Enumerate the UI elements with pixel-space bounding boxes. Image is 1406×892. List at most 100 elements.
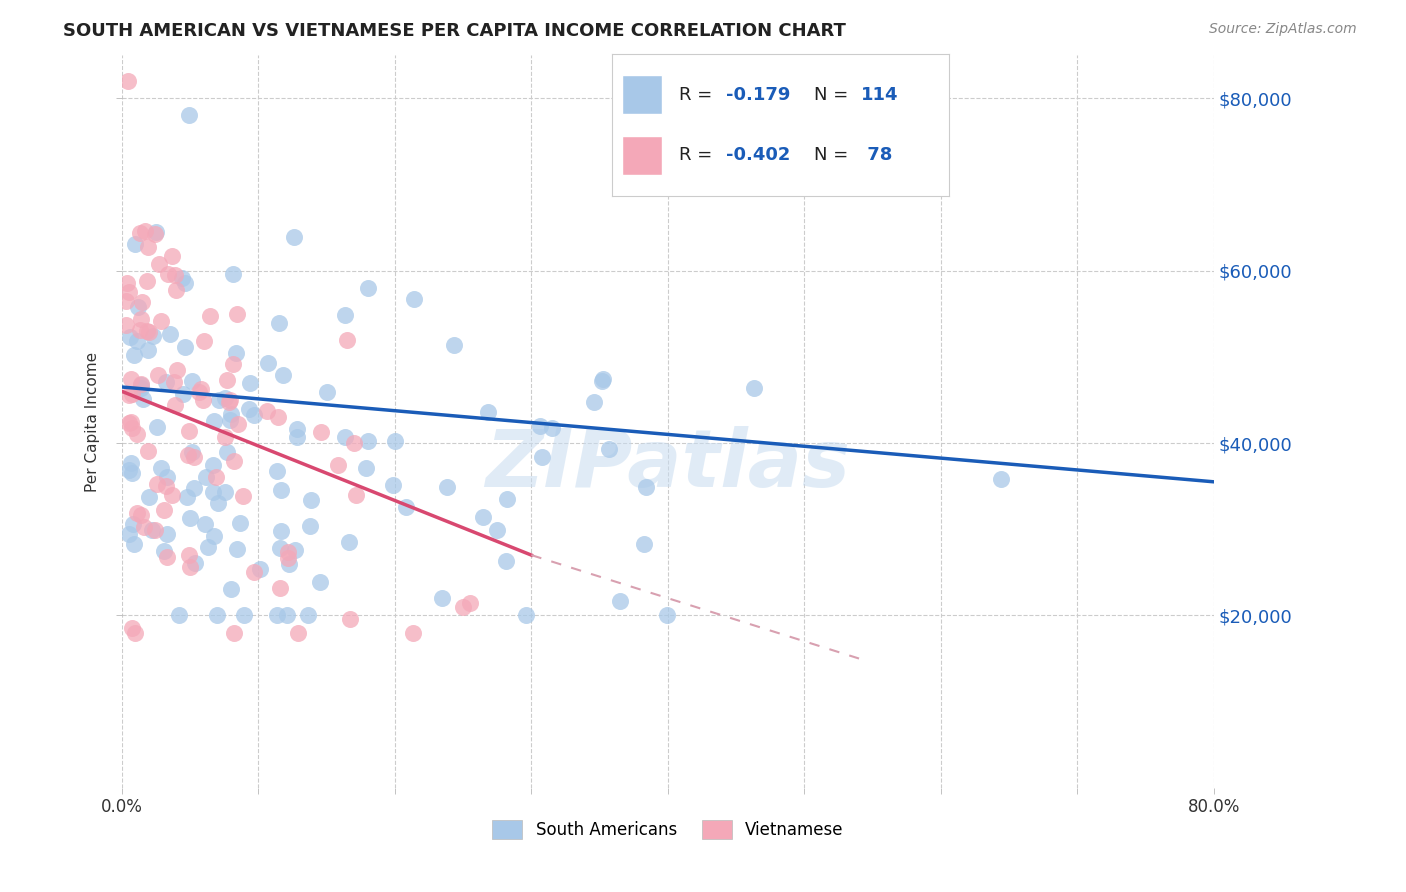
Point	[381, 478, 404, 492]
Point	[121, 387, 143, 401]
Point	[156, 526, 179, 541]
Point	[125, 507, 148, 521]
Point	[121, 621, 143, 635]
Point	[205, 470, 228, 484]
Point	[218, 394, 240, 409]
Point	[138, 343, 160, 357]
Point	[239, 376, 262, 390]
Point	[184, 556, 207, 570]
Point	[486, 523, 509, 537]
Point	[238, 401, 260, 416]
Point	[160, 488, 183, 502]
Point	[176, 490, 198, 504]
Point	[136, 240, 159, 254]
Point	[122, 537, 145, 551]
Point	[125, 334, 148, 348]
Point	[219, 413, 242, 427]
Point	[165, 398, 187, 412]
Point	[222, 625, 245, 640]
Point	[143, 227, 166, 241]
Point	[194, 516, 217, 531]
Point	[384, 434, 406, 448]
Point	[226, 417, 249, 431]
Point	[598, 442, 620, 457]
Point	[267, 409, 290, 424]
Point	[354, 460, 377, 475]
Point	[145, 225, 167, 239]
Point	[333, 308, 356, 322]
Point	[270, 524, 292, 539]
Point	[166, 363, 188, 377]
Point	[117, 285, 139, 299]
Point	[496, 491, 519, 506]
Point	[256, 356, 278, 370]
Point	[283, 230, 305, 244]
Point	[129, 381, 152, 395]
Point	[309, 574, 332, 589]
Point	[655, 608, 678, 623]
Point	[149, 314, 172, 328]
Point	[183, 450, 205, 464]
Point	[118, 416, 141, 430]
Text: SOUTH AMERICAN VS VIETNAMESE PER CAPITA INCOME CORRELATION CHART: SOUTH AMERICAN VS VIETNAMESE PER CAPITA …	[63, 22, 846, 40]
Point	[277, 550, 299, 565]
Point	[193, 334, 215, 348]
Point	[177, 424, 200, 438]
Point	[232, 489, 254, 503]
Point	[120, 415, 142, 429]
Point	[138, 325, 160, 339]
Point	[121, 466, 143, 480]
Point	[242, 565, 264, 579]
Point	[155, 479, 177, 493]
Point	[202, 414, 225, 428]
Point	[197, 540, 219, 554]
Point	[222, 267, 245, 281]
Point	[131, 377, 153, 392]
Point	[583, 395, 606, 409]
Point	[634, 480, 657, 494]
Point	[131, 294, 153, 309]
Point	[222, 454, 245, 468]
Point	[278, 558, 301, 572]
Point	[180, 445, 202, 459]
Point	[159, 327, 181, 342]
Point	[515, 608, 537, 623]
Point	[177, 448, 200, 462]
Point	[165, 283, 187, 297]
Point	[149, 461, 172, 475]
Point	[202, 529, 225, 543]
Point	[201, 485, 224, 500]
Text: ZIPatlas: ZIPatlas	[485, 426, 851, 505]
Point	[200, 309, 222, 323]
Point	[205, 608, 228, 623]
Point	[744, 381, 766, 395]
Point	[170, 271, 193, 285]
Point	[181, 374, 204, 388]
Point	[477, 405, 499, 419]
Point	[129, 227, 152, 241]
Point	[155, 375, 177, 389]
Point	[174, 340, 197, 354]
Point	[115, 293, 138, 308]
Point	[115, 318, 138, 332]
Point	[356, 280, 378, 294]
Point	[266, 608, 288, 623]
Point	[153, 502, 176, 516]
Point	[190, 382, 212, 396]
Point	[148, 257, 170, 271]
Point	[163, 268, 186, 283]
Legend: South Americans, Vietnamese: South Americans, Vietnamese	[485, 813, 851, 846]
Point	[120, 372, 142, 386]
Point	[229, 516, 252, 531]
Point	[124, 237, 146, 252]
Point	[432, 591, 454, 606]
Point	[134, 224, 156, 238]
Point	[195, 470, 218, 484]
FancyBboxPatch shape	[621, 136, 662, 175]
Point	[266, 464, 288, 478]
Point	[163, 375, 186, 389]
Point	[540, 421, 562, 435]
Point	[249, 562, 271, 576]
Point	[633, 537, 655, 551]
Point	[136, 324, 159, 338]
